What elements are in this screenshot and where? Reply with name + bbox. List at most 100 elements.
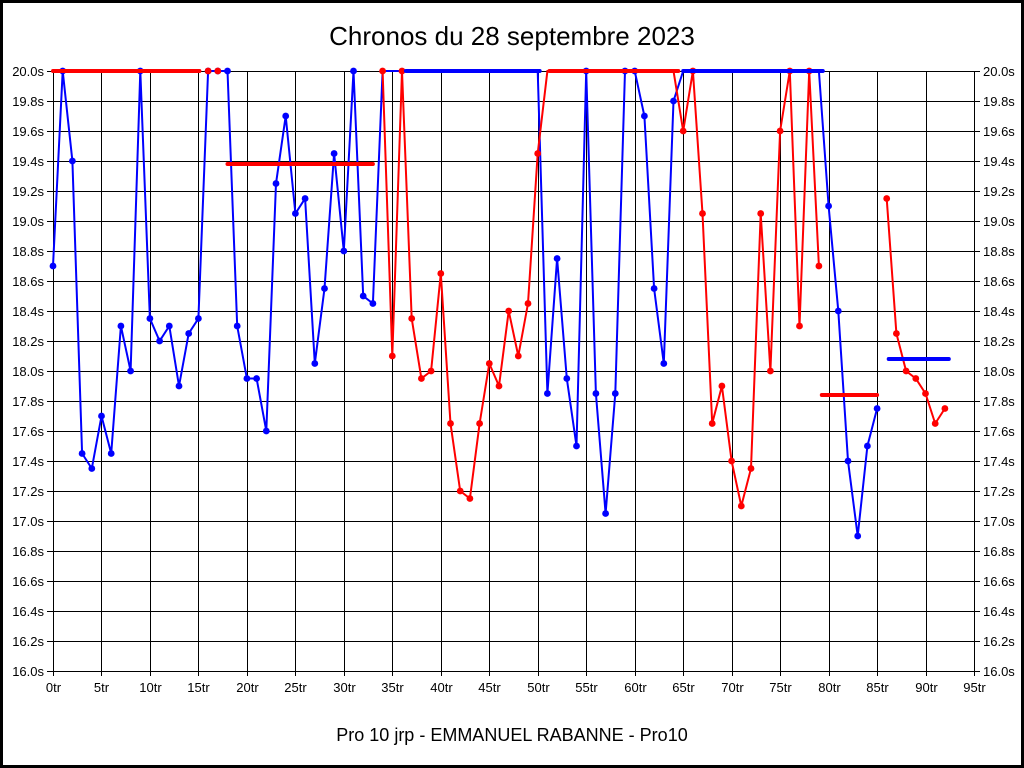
y-tick-label-left: 16.4s — [12, 604, 44, 619]
y-tick-label-left: 16.6s — [12, 574, 44, 589]
y-tick-label-right: 16.8s — [983, 544, 1015, 559]
red-driver-point — [447, 420, 454, 427]
blue-driver-point — [88, 465, 96, 472]
blue-driver-point — [69, 157, 76, 165]
red-driver-point — [893, 330, 900, 337]
red-driver-point — [495, 382, 503, 390]
red-driver-point — [476, 420, 483, 427]
red-driver-point — [767, 367, 774, 375]
y-tick-label-left: 16.2s — [12, 634, 44, 649]
axis-labels: 20.0s 20.0s 19.8s 19.8s 19.6s 19.6s 19.4s 19.4s… — [12, 64, 1015, 695]
y-tick-label-left: 17.8s — [12, 394, 44, 409]
blue-driver-point — [175, 382, 183, 390]
blue-driver-point — [243, 375, 251, 382]
y-tick-label-left: 18.8s — [12, 244, 44, 259]
blue-driver-point — [165, 322, 173, 330]
red-driver-point — [931, 420, 939, 427]
red-driver-point — [437, 270, 445, 277]
blue-driver-point — [282, 112, 290, 120]
x-tick-label: 85tr — [866, 680, 889, 695]
y-tick-label-right: 17.8s — [983, 394, 1015, 409]
x-tick-label: 90tr — [915, 680, 938, 695]
blue-driver-point — [301, 195, 309, 202]
x-tick-label: 55tr — [575, 680, 598, 695]
blue-driver-point — [195, 315, 202, 322]
red-driver-point — [398, 67, 406, 75]
x-tick-label: 10tr — [139, 680, 162, 695]
red-driver-point — [534, 150, 542, 157]
y-tick-label-left: 17.0s — [12, 514, 44, 529]
blue-driver-point — [117, 322, 125, 330]
blue-driver-point — [844, 457, 852, 465]
blue-driver-point — [224, 67, 231, 75]
x-tick-label: 40tr — [430, 680, 453, 695]
y-tick-label-left: 18.2s — [12, 334, 44, 349]
red-driver-line — [381, 70, 820, 507]
red-driver-point — [912, 375, 920, 382]
blue-driver-series — [49, 67, 881, 540]
red-driver-point — [883, 195, 891, 202]
x-tick-label: 70tr — [721, 680, 744, 695]
y-tick-label-left: 18.0s — [12, 364, 44, 379]
x-tick-label: 30tr — [333, 680, 356, 695]
blue-driver-point — [233, 322, 241, 330]
x-tick-label: 0tr — [46, 680, 62, 695]
y-tick-label-right: 19.8s — [983, 94, 1015, 109]
x-tick-label: 35tr — [381, 680, 404, 695]
y-tick-label-left: 18.4s — [12, 304, 44, 319]
blue-driver-point — [262, 427, 270, 435]
red-driver-point — [408, 315, 416, 322]
blue-driver-point — [311, 360, 319, 367]
blue-driver-point — [602, 510, 609, 517]
y-tick-label-left: 17.2s — [12, 484, 44, 499]
red-driver-point — [456, 487, 464, 495]
x-tick-label: 5tr — [94, 680, 110, 695]
red-driver-point — [747, 465, 755, 472]
blue-driver-point — [272, 180, 280, 187]
x-tick-label: 15tr — [187, 680, 210, 695]
y-tick-label-left: 17.4s — [12, 454, 44, 469]
blue-driver-point — [330, 150, 338, 157]
y-tick-label-right: 18.8s — [983, 244, 1015, 259]
red-driver-point — [514, 352, 522, 360]
red-driver-series — [53, 67, 949, 510]
y-tick-label-left: 19.6s — [12, 124, 44, 139]
y-tick-label-right: 18.6s — [983, 274, 1015, 289]
x-tick-label: 80tr — [818, 680, 841, 695]
grid — [47, 71, 980, 676]
blue-driver-point — [544, 390, 551, 397]
chart-footer: Pro 10 jrp - EMMANUEL RABANNE - Pro10 — [336, 725, 688, 745]
blue-driver-point — [253, 375, 260, 382]
y-tick-label-right: 19.2s — [983, 184, 1015, 199]
blue-driver-point — [49, 262, 57, 270]
x-tick-label: 50tr — [527, 680, 550, 695]
lap-times-plot: 20.0s 20.0s 19.8s 19.8s 19.6s 19.6s 19.4s 19.4s… — [12, 64, 1015, 695]
blue-driver-point — [660, 360, 668, 367]
x-tick-label: 75tr — [769, 680, 792, 695]
blue-driver-point — [854, 532, 862, 540]
red-driver-point — [427, 367, 435, 375]
y-tick-label-right: 19.6s — [983, 124, 1015, 139]
y-tick-label-right: 19.4s — [983, 154, 1015, 169]
y-tick-label-left: 19.0s — [12, 214, 44, 229]
x-tick-label: 45tr — [478, 680, 501, 695]
y-tick-label-right: 16.2s — [983, 634, 1015, 649]
red-driver-point — [718, 382, 726, 390]
blue-driver-point — [321, 285, 328, 292]
y-tick-label-left: 17.6s — [12, 424, 44, 439]
blue-driver-point — [563, 375, 571, 382]
chart-title: Chronos du 28 septembre 2023 — [329, 21, 695, 51]
red-driver-point — [418, 375, 425, 382]
blue-driver-point — [873, 405, 881, 412]
blue-driver-point — [185, 330, 193, 337]
red-driver-point — [204, 67, 212, 75]
blue-driver-point — [553, 255, 561, 262]
blue-driver-point — [127, 367, 134, 375]
y-tick-label-right: 20.0s — [983, 64, 1015, 79]
red-driver-point — [214, 67, 222, 75]
blue-driver-point — [146, 315, 154, 322]
blue-driver-point — [292, 210, 299, 217]
red-driver-point — [776, 127, 784, 135]
blue-driver-point — [611, 390, 619, 397]
